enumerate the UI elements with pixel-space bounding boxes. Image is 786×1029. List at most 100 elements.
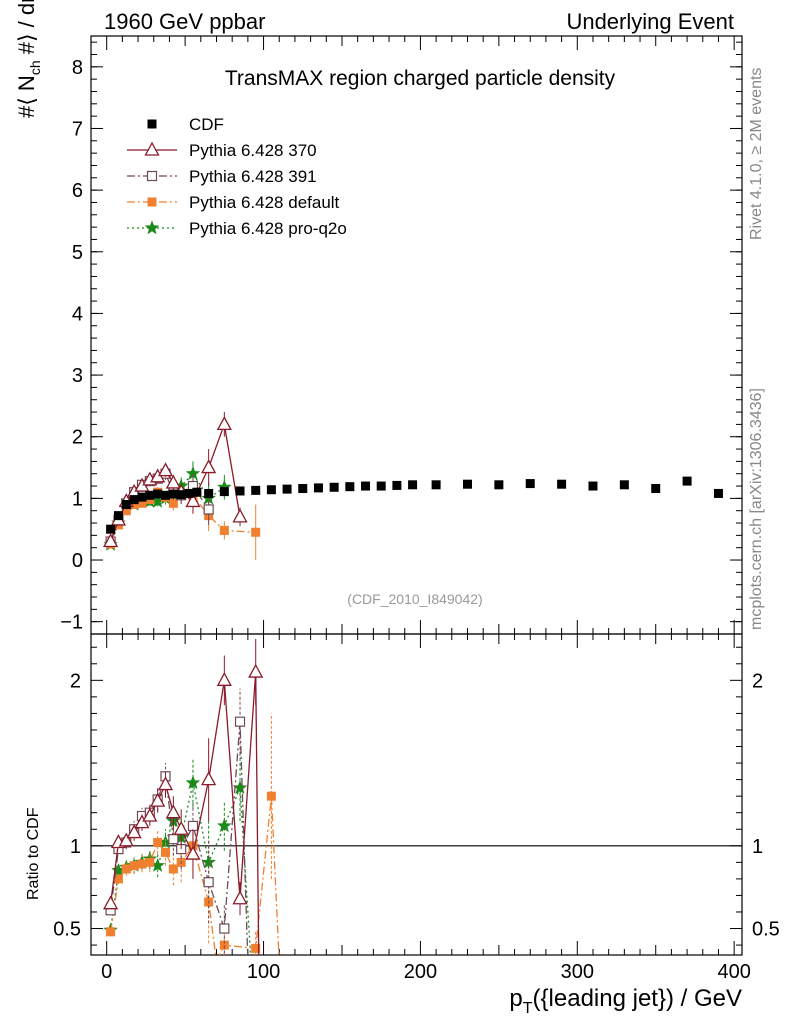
data-point (184, 488, 194, 498)
main-y-tick-label: −1 (60, 612, 83, 634)
data-point (219, 923, 230, 934)
data-point (266, 485, 276, 495)
data-point (713, 488, 723, 498)
data-point (113, 874, 123, 884)
data-point (129, 861, 139, 871)
watermark: (CDF_2010_I849042) (347, 591, 482, 607)
data-point (145, 490, 155, 500)
data-point (168, 498, 178, 508)
data-point (682, 476, 692, 486)
data-point (150, 792, 166, 807)
data-point (146, 170, 158, 182)
data-point (361, 481, 371, 491)
data-point (121, 500, 131, 510)
data-point (216, 416, 232, 431)
data-point (251, 527, 261, 537)
data-point (187, 820, 199, 832)
header-right: Underlying Event (566, 9, 734, 34)
data-point (185, 845, 201, 860)
main-y-tick-label: 5 (72, 242, 83, 264)
data-point (173, 820, 189, 835)
data-point (651, 484, 661, 494)
mcplots-label: mcplots.cern.ch [arXiv:1306.3436] (748, 388, 765, 630)
ratio-y-tick-label-right: 0.5 (752, 919, 780, 941)
data-point (161, 490, 171, 500)
data-point (345, 482, 355, 492)
legend-label: Pythia 6.428 370 (189, 141, 317, 160)
header-left: 1960 GeV ppbar (104, 9, 265, 34)
data-point (408, 480, 418, 490)
data-point (106, 927, 116, 937)
x-tick-label: 400 (717, 961, 750, 983)
data-point (168, 864, 178, 874)
data-point (313, 483, 323, 493)
data-point (137, 859, 147, 869)
main-y-tick-label: 3 (72, 365, 83, 387)
main-y-tick-label: 6 (72, 180, 83, 202)
legend-label: CDF (189, 115, 224, 134)
data-point (588, 481, 598, 491)
data-point (251, 943, 261, 953)
data-point (376, 481, 386, 491)
x-tick-label: 200 (404, 961, 437, 983)
data-point (217, 818, 232, 833)
data-point (462, 479, 472, 489)
data-point (129, 500, 139, 510)
data-point (392, 480, 402, 490)
data-point (106, 524, 116, 534)
data-point (282, 484, 292, 494)
main-y-tick-label: 0 (72, 550, 83, 572)
data-point (219, 940, 229, 950)
data-point (201, 771, 217, 786)
legend-label: Pythia 6.428 391 (189, 167, 317, 186)
x-tick-label: 100 (247, 961, 280, 983)
rivet-label: Rivet 4.1.0, ≥ 2M events (748, 68, 765, 240)
data-point (216, 671, 232, 686)
data-point (298, 484, 308, 494)
data-point (153, 489, 163, 499)
data-point (126, 824, 142, 839)
data-point (235, 486, 245, 496)
data-point (176, 490, 186, 500)
ratio-ylabel: Ratio to CDF (25, 807, 42, 900)
data-point (113, 511, 123, 521)
ratio-y-tick-label: 1 (70, 836, 81, 858)
data-point (168, 834, 179, 845)
ratio-panel-frame (90, 633, 743, 956)
x-tick-label: 0 (101, 961, 112, 983)
data-point (185, 493, 201, 508)
data-point (619, 480, 629, 490)
main-y-tick-label: 2 (72, 427, 83, 449)
ratio-y-tick-label: 2 (70, 670, 81, 692)
data-point (201, 459, 217, 474)
data-point (142, 807, 158, 822)
data-point (103, 895, 119, 910)
data-point (203, 504, 214, 515)
x-axis-label: pT({leading jet}) / GeV (509, 985, 742, 1017)
data-point (157, 462, 174, 477)
data-point (431, 480, 441, 490)
data-point (121, 506, 131, 516)
main-y-tick-label: 4 (72, 303, 83, 325)
data-point (248, 663, 264, 678)
data-point (144, 220, 160, 235)
data-point (329, 482, 339, 492)
data-point (144, 141, 160, 156)
data-point (121, 864, 131, 874)
legend-label: Pythia 6.428 pro-q2o (189, 219, 347, 238)
data-point (168, 489, 178, 499)
x-tick-label: 300 (561, 961, 594, 983)
data-point (129, 495, 139, 505)
data-point (266, 791, 276, 801)
ratio-y-tick-label-right: 1 (752, 836, 763, 858)
chart-title: TransMAX region charged particle density (225, 67, 616, 90)
main-y-tick-label: 8 (72, 57, 83, 79)
data-point (165, 804, 181, 819)
data-point (165, 474, 181, 489)
data-point (234, 716, 246, 727)
main-series-group (103, 412, 723, 561)
data-point (232, 890, 248, 905)
data-point (157, 776, 174, 791)
main-y-tick-label: 1 (72, 488, 83, 510)
